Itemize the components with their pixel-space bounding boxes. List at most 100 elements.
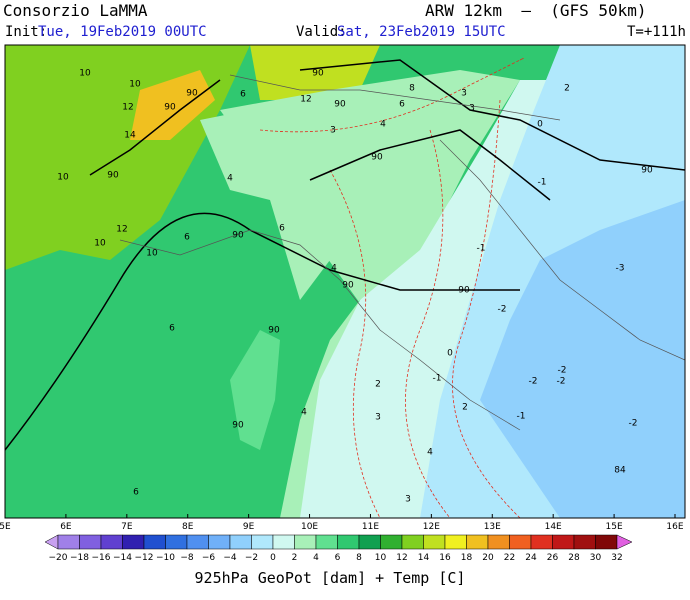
contour-label: 90 <box>334 100 346 110</box>
colorbar-label: −4 <box>223 553 237 563</box>
lon-label: 5E <box>0 522 11 532</box>
colorbar-swatch <box>251 534 274 550</box>
contour-label: 3 <box>375 413 381 423</box>
contour-label: 2 <box>564 84 570 94</box>
colorbar-swatch <box>401 534 424 550</box>
zone <box>480 200 685 518</box>
colorbar-swatch <box>208 534 231 550</box>
colorbar-label: −20 <box>49 553 68 563</box>
colorbar-label: −16 <box>92 553 111 563</box>
map-frame <box>4 44 686 519</box>
contour-label: 90 <box>458 286 470 296</box>
height-contour <box>299 59 685 171</box>
temp-contour <box>329 169 381 518</box>
colorbar-swatch <box>380 534 403 550</box>
lon-label: 6E <box>60 522 72 532</box>
contour-label: 10 <box>146 249 158 259</box>
colorbar-swatch <box>595 534 618 550</box>
border <box>229 74 561 121</box>
contour-label: 4 <box>227 174 233 184</box>
contour-label: 3 <box>461 89 467 99</box>
colorbar-label: −8 <box>180 553 194 563</box>
colorbar-label: 10 <box>375 553 387 563</box>
lon-label: 9E <box>243 522 255 532</box>
height-contour <box>89 79 221 176</box>
contour-label: 84 <box>614 466 626 476</box>
colorbar-swatch <box>423 534 446 550</box>
colorbar-swatch <box>487 534 510 550</box>
contour-label: 10 <box>79 69 91 79</box>
contour-label: -2 <box>557 377 566 387</box>
contour-label: 90 <box>268 326 280 336</box>
contour-label: 90 <box>164 103 176 113</box>
contour-label: 90 <box>371 153 383 163</box>
colorbar-label: −18 <box>70 553 89 563</box>
contour-label: 6 <box>399 100 405 110</box>
colorbar-label: −14 <box>113 553 132 563</box>
contour-label: 14 <box>124 131 136 141</box>
contour-label: 2 <box>375 380 381 390</box>
zone <box>130 70 215 140</box>
colorbar-swatch <box>165 534 188 550</box>
contour-label: 2 <box>462 403 468 413</box>
colorbar-swatch <box>100 534 123 550</box>
contour-label: 3 <box>405 495 411 505</box>
contour-label: 4 <box>301 408 307 418</box>
colorbar-label: 32 <box>611 553 622 563</box>
contour-label: 90 <box>312 69 324 79</box>
colorbar-label: 0 <box>270 553 276 563</box>
contour-label: 90 <box>232 421 244 431</box>
colorbar-label: 18 <box>461 553 473 563</box>
init-time: Tue, 19Feb2019 00UTC <box>38 24 207 40</box>
contour-label: 6 <box>279 224 285 234</box>
contour-label: 8 <box>409 84 415 94</box>
colorbar-swatch <box>530 534 553 550</box>
colorbar-swatch <box>294 534 317 550</box>
colorbar-label: 14 <box>418 553 430 563</box>
colorbar-swatch <box>552 534 575 550</box>
contour-label: 10 <box>57 173 69 183</box>
contour-label: 90 <box>641 166 653 176</box>
contour-label: 12 <box>116 225 127 235</box>
contour-label: -2 <box>529 377 538 387</box>
colorbar-swatch <box>509 534 532 550</box>
colorbar-swatch <box>122 534 145 550</box>
valid-label: Valid: <box>296 24 347 40</box>
colorbar-label: 2 <box>292 553 298 563</box>
contour-label: -1 <box>517 412 526 422</box>
contour-label: 10 <box>94 239 106 249</box>
colorbar-swatch <box>444 534 467 550</box>
colorbar-swatch <box>573 534 596 550</box>
colorbar-label: 22 <box>504 553 515 563</box>
contour-label: 90 <box>232 231 244 241</box>
contour-label: 6 <box>240 90 246 100</box>
colorbar-swatch <box>272 534 295 550</box>
temp-contour <box>259 57 525 133</box>
colorbar-label: −12 <box>135 553 154 563</box>
contour-label: 4 <box>427 448 433 458</box>
colorbar-end <box>44 534 59 550</box>
init-label: Init: <box>5 24 47 40</box>
contour-label: 3 <box>469 104 475 114</box>
colorbar-swatch <box>57 534 80 550</box>
zone <box>200 90 440 300</box>
colorbar-label: −6 <box>202 553 216 563</box>
lon-label: 13E <box>484 522 501 532</box>
lead-time: T=+111h <box>627 24 686 40</box>
colorbar-swatch <box>337 534 360 550</box>
valid-time: Sat, 23Feb2019 15UTC <box>337 24 506 40</box>
colorbar-swatch <box>315 534 338 550</box>
colorbar-swatch <box>229 534 252 550</box>
colorbar-swatch <box>79 534 102 550</box>
colorbar-end <box>616 534 633 550</box>
colorbar-label: −2 <box>245 553 258 563</box>
lon-label: 10E <box>301 522 318 532</box>
lon-label: 11E <box>362 522 379 532</box>
coastline <box>119 229 521 431</box>
colorbar-label: 30 <box>590 553 602 563</box>
lon-label: 12E <box>423 522 440 532</box>
contour-label: -2 <box>629 419 638 429</box>
island <box>230 330 280 450</box>
